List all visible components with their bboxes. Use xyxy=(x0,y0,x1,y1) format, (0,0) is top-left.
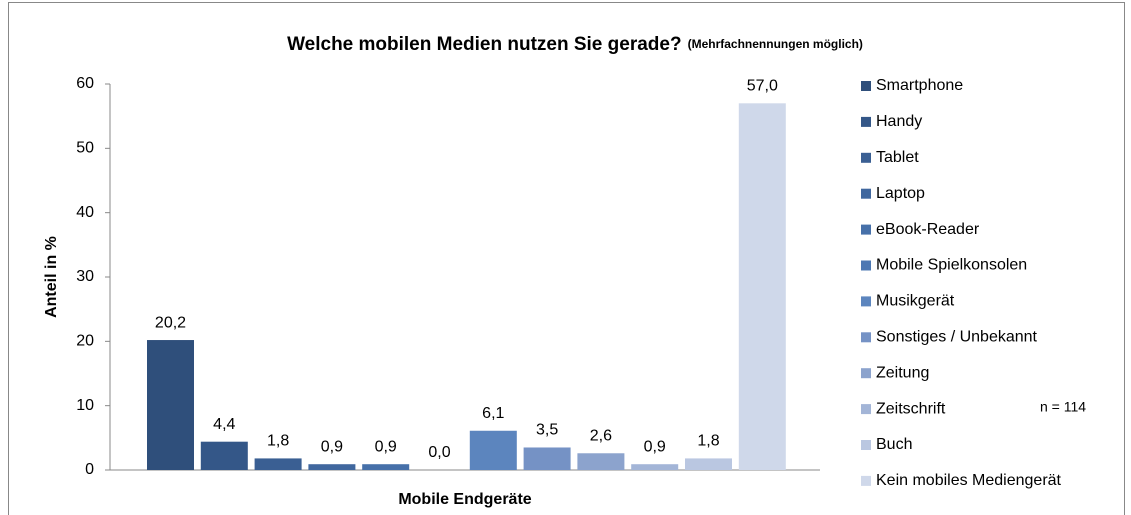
legend-swatch xyxy=(861,188,871,199)
legend-label: Kein mobiles Mediengerät xyxy=(876,472,1062,489)
legend-label: Zeitung xyxy=(876,364,929,381)
y-tick-label: 20 xyxy=(76,333,94,350)
bar xyxy=(523,447,571,470)
y-tick-label: 10 xyxy=(76,397,94,414)
legend-swatch xyxy=(861,224,871,235)
legend-label: Mobile Spielkonsolen xyxy=(876,257,1027,274)
legend-swatch xyxy=(861,116,871,127)
value-label: 2,6 xyxy=(590,427,612,444)
bar xyxy=(738,103,786,471)
chart-title: Welche mobilen Medien nutzen Sie gerade?… xyxy=(287,34,863,55)
legend-swatch xyxy=(861,152,871,163)
value-label: 20,2 xyxy=(155,314,186,331)
legend-label: Zeitschrift xyxy=(876,400,946,417)
y-tick-label: 50 xyxy=(76,140,94,157)
y-tick-label: 60 xyxy=(76,75,94,92)
y-tick-label: 0 xyxy=(85,461,94,478)
bar xyxy=(200,441,248,470)
bar xyxy=(254,458,302,470)
legend-swatch xyxy=(861,81,871,91)
value-label: 0,9 xyxy=(375,438,397,455)
legend-swatch xyxy=(861,475,871,486)
value-label: 0,0 xyxy=(428,444,450,461)
legend-swatch xyxy=(861,404,871,415)
subtitle: (Mehrfachnennungen möglich) xyxy=(688,37,863,51)
value-label: 0,9 xyxy=(644,438,666,455)
bar xyxy=(362,464,410,470)
value-label: 57,0 xyxy=(747,78,778,95)
legend-label: Smartphone xyxy=(876,77,963,94)
bar xyxy=(469,430,517,470)
x-axis-label: Mobile Endgeräte xyxy=(398,491,531,508)
bar xyxy=(308,464,356,470)
legend-label: Buch xyxy=(876,436,912,453)
value-label: 3,5 xyxy=(536,422,558,439)
chart-border xyxy=(8,2,1125,515)
y-tick-label: 40 xyxy=(76,204,94,221)
legend-label: Musikgerät xyxy=(876,293,955,310)
value-label: 1,8 xyxy=(267,433,289,450)
legend-label: Sonstiges / Unbekannt xyxy=(876,329,1038,346)
y-axis-label: Anteil in % xyxy=(43,236,60,318)
legend-swatch xyxy=(861,296,871,307)
bar xyxy=(685,458,732,470)
value-label: 0,9 xyxy=(321,438,343,455)
legend-swatch xyxy=(861,260,871,271)
value-label: 1,8 xyxy=(697,433,719,450)
legend-label: Handy xyxy=(876,113,922,130)
legend-swatch xyxy=(861,440,871,450)
bar xyxy=(631,464,679,470)
legend-label: Tablet xyxy=(876,149,919,166)
title: Welche mobilen Medien nutzen Sie gerade? xyxy=(287,34,682,55)
bar xyxy=(577,453,625,470)
value-label: 4,4 xyxy=(213,416,235,433)
y-tick-label: 30 xyxy=(76,268,94,285)
value-label: 6,1 xyxy=(482,405,504,422)
legend-swatch xyxy=(861,368,871,379)
annotation: n = 114 xyxy=(1040,399,1086,415)
legend-label: Laptop xyxy=(876,185,925,202)
legend-label: eBook-Reader xyxy=(876,221,980,238)
legend-swatch xyxy=(861,332,871,343)
bar xyxy=(147,340,194,470)
